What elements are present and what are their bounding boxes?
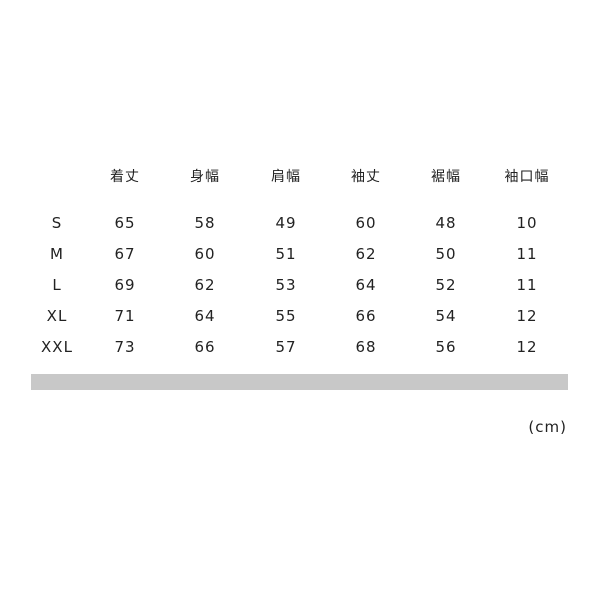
table-cell: 11 [516,245,538,263]
table-cell: 55 [275,307,297,325]
table-cell: 12 [516,307,538,325]
row-size-label: S [51,214,63,232]
table-cell: 65 [114,214,136,232]
table-cell: 68 [355,338,377,356]
table-cell: 50 [435,245,457,263]
row-size-label: XL [46,307,68,325]
table-cell: 64 [194,307,216,325]
table-cell: 60 [194,245,216,263]
table-cell: 60 [355,214,377,232]
table-cell: 66 [355,307,377,325]
table-cell: 73 [114,338,136,356]
table-cell: 12 [516,338,538,356]
table-cell: 56 [435,338,457,356]
row-size-label: XXL [41,338,73,356]
row-size-label: M [50,245,64,263]
column-header: 肩幅 [271,169,301,185]
table-cell: 51 [275,245,297,263]
table-cell: 58 [194,214,216,232]
table-cell: 54 [435,307,457,325]
column-header: 身幅 [190,169,220,185]
table-cell: 62 [355,245,377,263]
table-cell: 52 [435,276,457,294]
column-header: 裾幅 [431,169,461,185]
row-size-label: L [52,276,62,294]
column-header: 着丈 [110,169,140,185]
table-cell: 57 [275,338,297,356]
table-cell: 64 [355,276,377,294]
divider-bar [31,374,568,390]
table-cell: 69 [114,276,136,294]
table-cell: 49 [275,214,297,232]
table-cell: 71 [114,307,136,325]
unit-label: (cm) [528,418,567,436]
table-cell: 67 [114,245,136,263]
table-cell: 11 [516,276,538,294]
table-cell: 62 [194,276,216,294]
column-header: 袖丈 [351,169,381,185]
table-cell: 48 [435,214,457,232]
table-cell: 66 [194,338,216,356]
table-cell: 10 [516,214,538,232]
table-cell: 53 [275,276,297,294]
column-header: 袖口幅 [504,169,550,185]
